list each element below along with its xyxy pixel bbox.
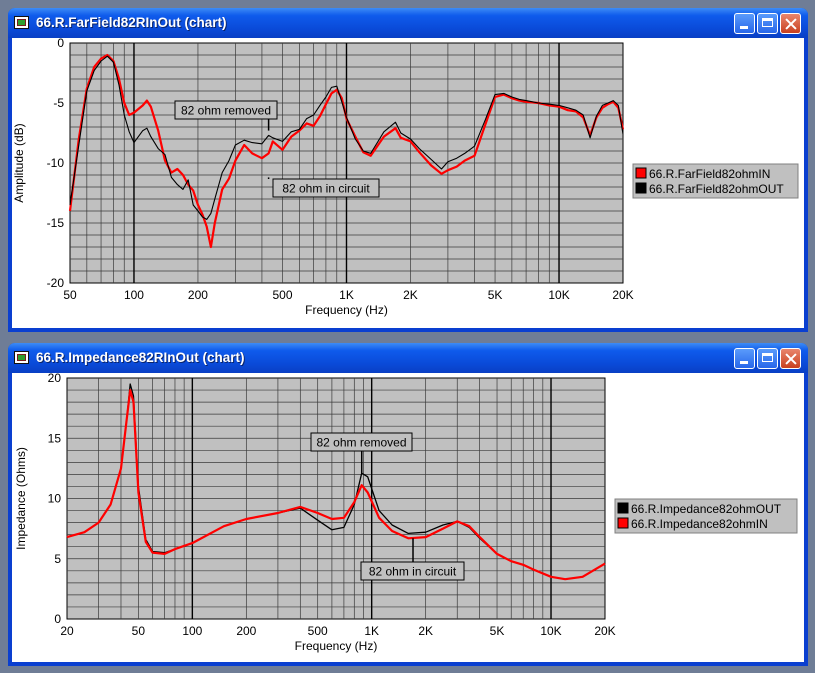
- title-bar[interactable]: 66.R.FarField82RInOut (chart): [8, 8, 808, 38]
- x-tick-label: 100: [124, 288, 144, 302]
- y-tick-label: 20: [48, 373, 62, 385]
- x-tick-label: 5K: [488, 288, 503, 302]
- annotation-label: 82 ohm removed: [316, 436, 406, 450]
- y-axis-label: Amplitude (dB): [12, 123, 26, 202]
- app-icon[interactable]: [14, 16, 29, 29]
- y-tick-label: -20: [47, 276, 65, 290]
- legend-label: 66.R.FarField82ohmOUT: [649, 182, 784, 196]
- annotation-box: [360, 561, 465, 581]
- annotation-label: 82 ohm in circuit: [369, 565, 457, 579]
- annotation: 82 ohm removed: [310, 432, 413, 474]
- impedance-chart-window: 66.R.Impedance82RInOut (chart) 20 50 100 20…: [8, 343, 808, 666]
- annotation-label: 82 ohm removed: [181, 104, 271, 118]
- x-tick-label: 10K: [548, 288, 569, 302]
- legend-swatch: [617, 502, 629, 514]
- annotation: 82 ohm removed: [174, 100, 278, 131]
- window-title: 66.R.FarField82RInOut (chart): [36, 15, 227, 30]
- x-tick-label: 20K: [594, 624, 615, 638]
- minimize-button[interactable]: [734, 348, 755, 369]
- x-tick-label: 20K: [612, 288, 633, 302]
- x-tick-label: 2K: [403, 288, 418, 302]
- x-tick-label: 500: [308, 624, 328, 638]
- legend-label: 66.R.FarField82ohmIN: [649, 167, 770, 181]
- close-button[interactable]: [780, 13, 801, 34]
- farfield-chart: 50 100 200 500 1K 2K 5K 10K 20K 0 -5 -10 -15 -20 Frequ…: [12, 36, 799, 317]
- title-bar[interactable]: 66.R.Impedance82RInOut (chart): [8, 343, 808, 373]
- farfield-chart-window: 66.R.FarField82RInOut (chart) 50 100 200 50…: [8, 8, 808, 332]
- close-button[interactable]: [780, 348, 801, 369]
- x-tick-label: 1K: [364, 624, 379, 638]
- series-line: [69, 55, 624, 220]
- annotation: 82 ohm in circuit: [267, 177, 380, 198]
- x-tick-label: 50: [63, 288, 77, 302]
- legend-box: [632, 163, 799, 199]
- annotation: 82 ohm in circuit: [360, 538, 465, 581]
- annotation-label: 82 ohm in circuit: [282, 182, 370, 196]
- y-tick-label: 0: [54, 612, 61, 626]
- y-axis-label: Impedance (Ohms): [14, 447, 28, 550]
- x-tick-label: 2K: [418, 624, 433, 638]
- y-tick-label: 5: [54, 552, 61, 566]
- legend: 66.R.FarField82ohmIN66.R.FarField82ohmOU…: [632, 163, 799, 199]
- x-tick-label: 20: [60, 624, 74, 638]
- legend: 66.R.Impedance82ohmOUT66.R.Impedance82oh…: [614, 498, 798, 534]
- y-tick-label: -15: [47, 216, 65, 230]
- annotation-box: [310, 432, 413, 452]
- x-tick-label: 50: [132, 624, 146, 638]
- maximize-button[interactable]: [757, 13, 778, 34]
- minimize-button[interactable]: [734, 13, 755, 34]
- x-tick-label: 10K: [540, 624, 561, 638]
- y-tick-label: 15: [48, 431, 62, 445]
- y-tick-label: 10: [48, 492, 62, 506]
- legend-swatch: [635, 182, 647, 194]
- chart-area: 20 50 100 200 500 1K 2K 5K 10K 20K 20 15 10 5 0 Frequen…: [12, 371, 804, 662]
- impedance-chart: 20 50 100 200 500 1K 2K 5K 10K 20K20151050Frequen…: [14, 371, 798, 653]
- x-tick-label: 5K: [490, 624, 505, 638]
- x-tick-label: 500: [273, 288, 293, 302]
- window-title: 66.R.Impedance82RInOut (chart): [36, 350, 245, 365]
- app-icon[interactable]: [14, 351, 29, 364]
- maximize-button[interactable]: [757, 348, 778, 369]
- x-tick-label: 100: [182, 624, 202, 638]
- y-tick-label: 0: [57, 38, 64, 50]
- x-tick-label: 1K: [339, 288, 354, 302]
- annotation-box: [272, 178, 380, 198]
- y-tick-label: -10: [47, 156, 65, 170]
- y-tick-label: -5: [53, 96, 64, 110]
- x-tick-label: 200: [188, 288, 208, 302]
- x-axis-label: Frequency (Hz): [295, 639, 378, 653]
- legend-label: 66.R.Impedance82ohmIN: [631, 517, 768, 531]
- x-tick-label: 200: [236, 624, 256, 638]
- chart-area: 50 100 200 500 1K 2K 5K 10K 20K 0 -5 -10 -15 -20 Frequ…: [12, 36, 804, 328]
- annotation-box: [174, 100, 278, 120]
- legend-swatch: [635, 167, 647, 179]
- legend-swatch: [617, 517, 629, 529]
- legend-box: [614, 498, 798, 534]
- legend-label: 66.R.Impedance82ohmOUT: [631, 502, 782, 516]
- x-axis-label: Frequency (Hz): [305, 303, 388, 317]
- series-line: [66, 389, 606, 581]
- series-line: [68, 53, 625, 249]
